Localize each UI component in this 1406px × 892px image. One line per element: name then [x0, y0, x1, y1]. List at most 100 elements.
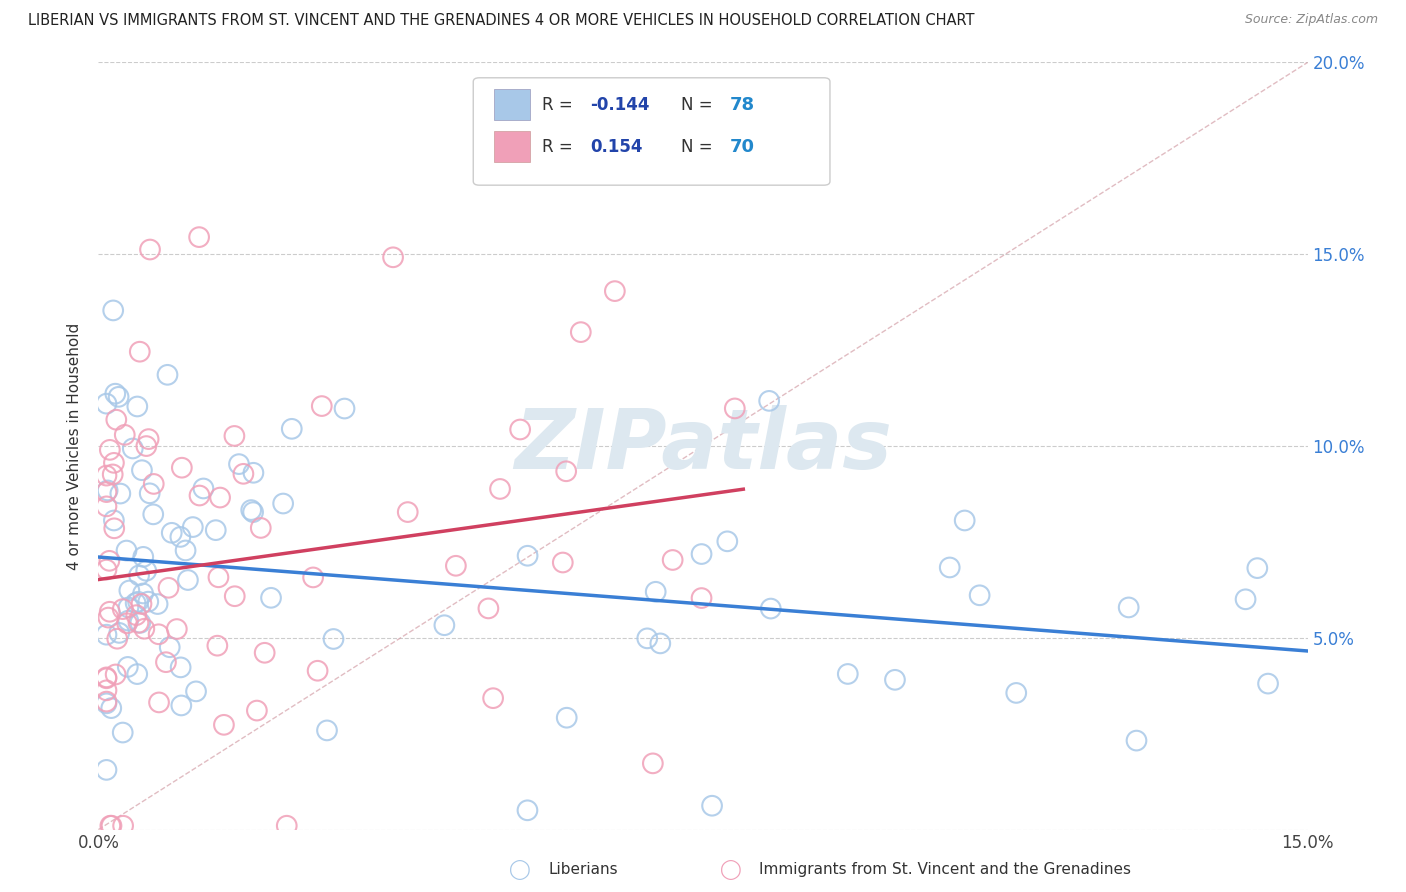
Point: [242, 505, 264, 519]
Point: [569, 325, 592, 339]
Point: [103, 303, 125, 318]
Point: [117, 600, 139, 615]
Text: 78: 78: [730, 95, 755, 113]
Text: 70: 70: [730, 138, 755, 156]
Point: [105, 413, 128, 427]
Text: Source: ZipAtlas.com: Source: ZipAtlas.com: [1244, 13, 1378, 27]
Point: [98, 442, 121, 457]
Point: [271, 496, 294, 510]
Text: -0.144: -0.144: [591, 95, 650, 113]
Point: [96, 485, 118, 500]
Point: [156, 368, 179, 382]
Text: LIBERIAN VS IMMIGRANTS FROM ST. VINCENT AND THE GRENADINES 4 OR MORE VEHICLES IN: LIBERIAN VS IMMIGRANTS FROM ST. VINCENT …: [28, 13, 974, 29]
Point: [142, 477, 165, 491]
Point: [100, 819, 122, 833]
Point: [129, 615, 152, 630]
Point: [96, 763, 118, 777]
Point: [96, 500, 118, 514]
Point: [184, 684, 207, 698]
Point: [103, 456, 125, 470]
Point: [127, 615, 149, 630]
Point: [166, 622, 188, 636]
Point: [204, 523, 226, 537]
Text: R =: R =: [543, 95, 578, 113]
Text: N =: N =: [682, 138, 718, 156]
Point: [1005, 686, 1028, 700]
Y-axis label: 4 or more Vehicles in Household: 4 or more Vehicles in Household: [67, 322, 83, 570]
Point: [716, 534, 738, 549]
Point: [157, 581, 180, 595]
Point: [555, 711, 578, 725]
Point: [96, 563, 118, 577]
Point: [103, 521, 125, 535]
Point: [246, 704, 269, 718]
Text: Liberians: Liberians: [548, 863, 619, 877]
Point: [169, 660, 191, 674]
FancyBboxPatch shape: [494, 131, 530, 162]
Point: [115, 616, 138, 631]
Point: [96, 683, 118, 698]
Point: [96, 670, 118, 684]
Point: [135, 564, 157, 578]
Point: [228, 457, 250, 471]
Point: [174, 543, 197, 558]
Point: [1118, 600, 1140, 615]
Point: [207, 639, 229, 653]
Point: [260, 591, 283, 605]
Point: [111, 602, 134, 616]
Point: [96, 695, 118, 709]
Point: [724, 401, 747, 416]
Point: [489, 482, 512, 496]
Text: R =: R =: [543, 138, 578, 156]
Point: [516, 549, 538, 563]
Point: [224, 429, 246, 443]
Point: [139, 243, 162, 257]
Point: [551, 556, 574, 570]
Point: [209, 491, 232, 505]
FancyBboxPatch shape: [474, 78, 830, 186]
Point: [516, 803, 538, 817]
Point: [108, 626, 131, 640]
Point: [382, 250, 405, 264]
Point: [131, 463, 153, 477]
Point: [938, 560, 960, 574]
Point: [131, 597, 153, 611]
Point: [127, 400, 149, 414]
Point: [307, 664, 329, 678]
Point: [101, 467, 124, 482]
Point: [650, 636, 672, 650]
Point: [134, 622, 156, 636]
Point: [112, 819, 135, 833]
Point: [127, 667, 149, 681]
Point: [138, 432, 160, 446]
Point: [105, 632, 128, 646]
Point: [100, 701, 122, 715]
Point: [110, 486, 132, 500]
Point: [249, 521, 271, 535]
Point: [98, 554, 121, 568]
Point: [690, 547, 713, 561]
Point: [103, 513, 125, 527]
Point: [240, 503, 263, 517]
Point: [96, 628, 118, 642]
Point: [1246, 561, 1268, 575]
Point: [142, 508, 165, 522]
Point: [1234, 592, 1257, 607]
Point: [98, 819, 121, 833]
Point: [188, 230, 211, 244]
Point: [333, 401, 356, 416]
Text: 0.154: 0.154: [591, 138, 643, 156]
Point: [758, 393, 780, 408]
Point: [1125, 733, 1147, 747]
Point: [477, 601, 499, 615]
Point: [322, 632, 344, 646]
Point: [302, 570, 325, 584]
Point: [104, 386, 127, 401]
Point: [311, 399, 333, 413]
Point: [124, 596, 146, 610]
Point: [232, 467, 254, 481]
Point: [276, 819, 298, 833]
Text: Immigrants from St. Vincent and the Grenadines: Immigrants from St. Vincent and the Gren…: [759, 863, 1132, 877]
Point: [117, 614, 139, 628]
Point: [433, 618, 456, 632]
